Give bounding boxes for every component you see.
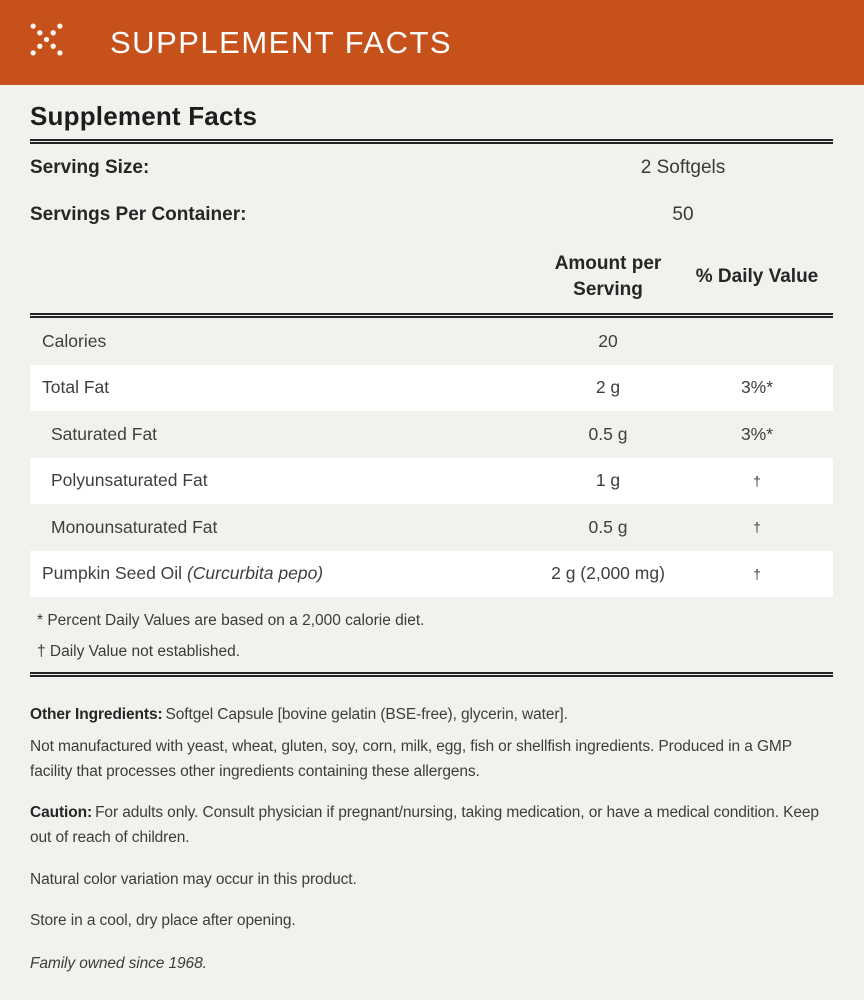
supplement-facts-panel: Supplement Facts Serving Size: 2 Softgel…: [30, 101, 833, 976]
amount-header-line1: Amount per: [554, 253, 662, 274]
serving-size-row: Serving Size: 2 Softgels: [30, 144, 833, 191]
nutrient-name: Calories: [42, 330, 107, 351]
table-row-monounsaturated-fat: Monounsaturated Fat 0.5 g †: [30, 504, 833, 551]
divider-rule: [30, 672, 833, 677]
nutrient-name: Saturated Fat: [51, 423, 158, 444]
amount-per-serving-header: Amount per Serving: [523, 251, 693, 303]
table-row-polyunsaturated-fat: Polyunsaturated Fat 1 g †: [30, 457, 833, 504]
allergen-statement: Not manufactured with yeast, wheat, glut…: [30, 738, 792, 780]
dots-x-icon: [28, 21, 65, 63]
amount-header-line2: Serving: [573, 279, 643, 300]
banner-title: SUPPLEMENT FACTS: [110, 24, 453, 60]
servings-per-container-row: Servings Per Container: 50: [30, 191, 833, 238]
panel-title: Supplement Facts: [30, 101, 258, 131]
servings-per-container-value: 50: [672, 203, 694, 225]
banner: SUPPLEMENT FACTS: [0, 0, 864, 85]
other-ingredients-label: Other Ingredients:: [30, 706, 163, 723]
table-row-calories: Calories 20: [30, 318, 833, 365]
nutrient-daily-value: †: [753, 519, 761, 536]
nutrient-name-main: Pumpkin Seed Oil: [42, 563, 183, 584]
nutrient-daily-value: 3%*: [740, 377, 774, 398]
divider-rule: [30, 139, 833, 144]
caution-text: For adults only. Consult physician if pr…: [30, 804, 819, 846]
other-ingredients-paragraph: Other Ingredients: Softgel Capsule [bovin…: [30, 702, 833, 727]
nutrient-daily-value: 3%*: [740, 423, 774, 444]
table-row-total-fat: Total Fat 2 g 3%*: [30, 364, 833, 411]
other-ingredients-text: Softgel Capsule [bovine gelatin (BSE-fre…: [165, 706, 568, 723]
nutrient-daily-value: †: [753, 565, 761, 582]
serving-size-value: 2 Softgels: [640, 156, 726, 178]
nutrient-name: Total Fat: [42, 377, 110, 398]
divider-rule: [30, 313, 833, 318]
nutrient-amount: 20: [598, 330, 618, 351]
servings-per-container-label: Servings Per Container:: [30, 203, 247, 225]
nutrient-name-latin: (Curcurbita pepo): [186, 563, 324, 584]
daily-value-header: % Daily Value: [695, 266, 819, 287]
nutrient-amount: 0.5 g: [588, 423, 628, 444]
table-header-row: Amount per Serving % Daily Value: [30, 251, 833, 303]
footnote-daily-values: * Percent Daily Values are based on a 2,…: [37, 612, 425, 629]
table-row-pumpkin-seed-oil: Pumpkin Seed Oil (Curcurbita pepo) 2 g (…: [30, 550, 833, 597]
nutrient-amount: 2 g (2,000 mg): [551, 563, 665, 584]
nutrient-name: Polyunsaturated Fat: [51, 470, 208, 491]
serving-size-label: Serving Size:: [30, 156, 150, 178]
table-row-saturated-fat: Saturated Fat 0.5 g 3%*: [30, 411, 833, 458]
nutrient-daily-value: †: [753, 472, 761, 489]
color-variation-note: Natural color variation may occur in thi…: [30, 871, 357, 888]
family-owned-note: Family owned since 1968.: [30, 955, 207, 972]
nutrient-amount: 1 g: [595, 470, 621, 491]
nutrient-amount: 0.5 g: [588, 516, 628, 537]
nutrient-name: Pumpkin Seed Oil (Curcurbita pepo): [30, 563, 523, 584]
caution-paragraph: Caution: For adults only. Consult physici…: [30, 800, 833, 850]
nutrient-amount: 2 g: [595, 377, 621, 398]
footnote-dv-not-established: † Daily Value not established.: [37, 643, 241, 660]
storage-note: Store in a cool, dry place after opening…: [30, 912, 296, 929]
nutrient-name: Monounsaturated Fat: [51, 516, 218, 537]
caution-label: Caution:: [30, 804, 93, 821]
